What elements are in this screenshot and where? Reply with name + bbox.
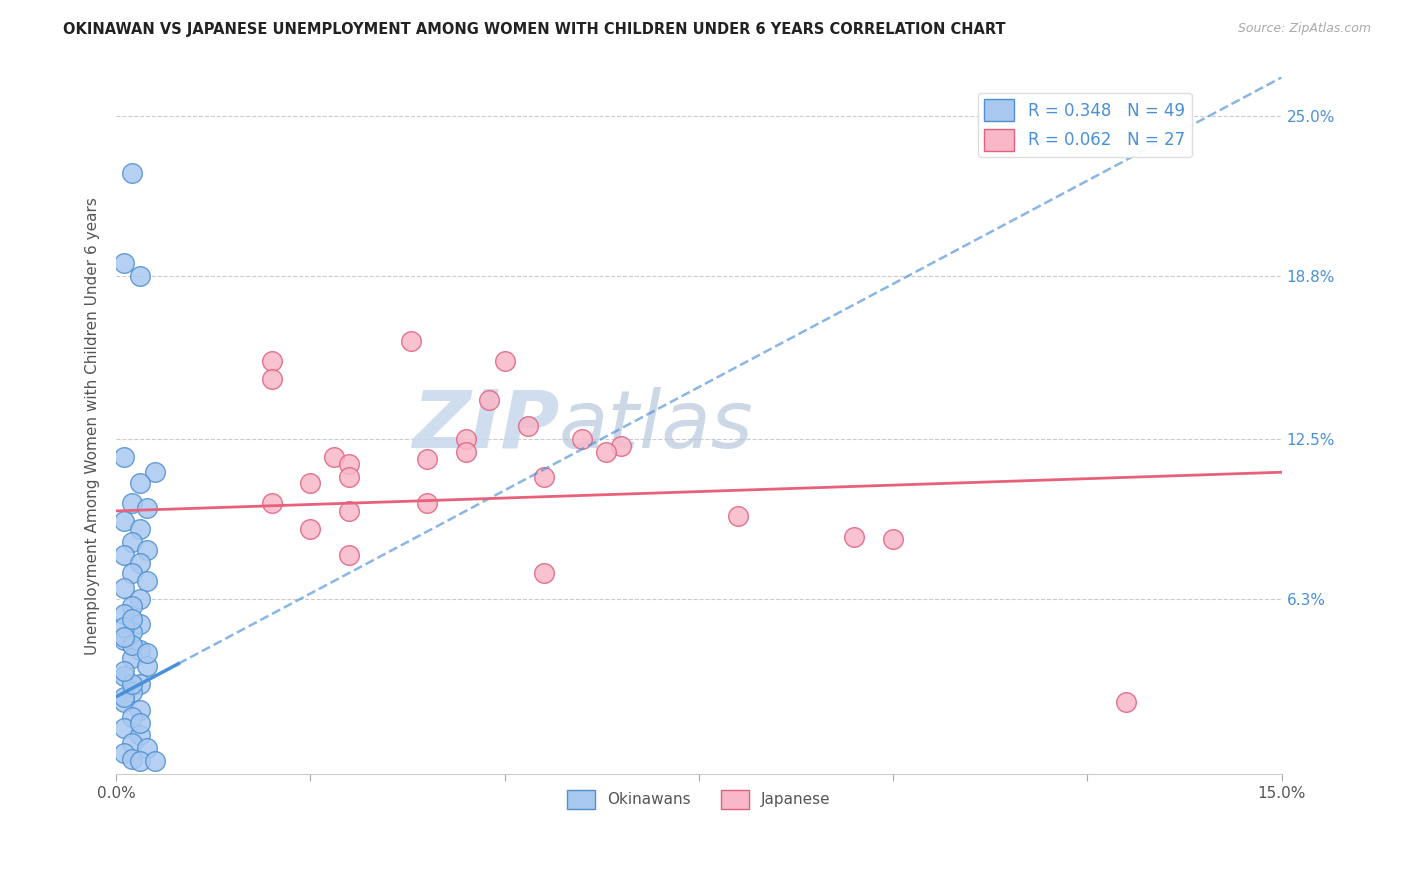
Point xyxy=(260,496,283,510)
Point xyxy=(143,465,166,479)
Point xyxy=(454,432,477,446)
Point xyxy=(478,392,501,407)
Point xyxy=(260,372,283,386)
Point xyxy=(128,728,150,742)
Point xyxy=(112,548,135,562)
Point xyxy=(112,582,135,596)
Point xyxy=(416,496,439,510)
Point xyxy=(517,418,540,433)
Point xyxy=(136,574,159,588)
Point xyxy=(610,439,633,453)
Point xyxy=(121,496,143,510)
Point xyxy=(322,450,344,464)
Point xyxy=(136,542,159,557)
Point xyxy=(128,643,150,657)
Point xyxy=(112,669,135,683)
Point xyxy=(128,475,150,490)
Point xyxy=(112,620,135,634)
Text: atlas: atlas xyxy=(560,387,754,465)
Point xyxy=(143,754,166,768)
Point xyxy=(1115,695,1137,709)
Point xyxy=(121,751,143,765)
Point xyxy=(844,530,866,544)
Point xyxy=(112,450,135,464)
Point xyxy=(454,444,477,458)
Point xyxy=(337,548,360,562)
Point xyxy=(128,715,150,730)
Point xyxy=(112,632,135,647)
Point xyxy=(112,721,135,735)
Point xyxy=(533,566,555,580)
Point xyxy=(121,736,143,750)
Point xyxy=(112,695,135,709)
Point xyxy=(112,631,135,645)
Point xyxy=(128,522,150,536)
Point xyxy=(128,677,150,691)
Legend: Okinawans, Japanese: Okinawans, Japanese xyxy=(561,783,837,815)
Point xyxy=(112,747,135,761)
Point xyxy=(571,432,593,446)
Point xyxy=(121,638,143,652)
Point xyxy=(121,535,143,549)
Point xyxy=(112,690,135,704)
Point xyxy=(121,684,143,698)
Point xyxy=(727,509,749,524)
Point xyxy=(401,334,423,348)
Point xyxy=(112,514,135,528)
Point xyxy=(128,703,150,717)
Point xyxy=(260,354,283,368)
Point xyxy=(112,256,135,270)
Point xyxy=(121,710,143,724)
Point xyxy=(128,269,150,284)
Text: ZIP: ZIP xyxy=(412,387,560,465)
Point xyxy=(533,470,555,484)
Point xyxy=(121,166,143,180)
Point xyxy=(112,607,135,621)
Point xyxy=(128,591,150,606)
Point xyxy=(121,612,143,626)
Point xyxy=(337,470,360,484)
Point xyxy=(121,566,143,580)
Text: Source: ZipAtlas.com: Source: ZipAtlas.com xyxy=(1237,22,1371,36)
Point xyxy=(595,444,617,458)
Point xyxy=(112,664,135,678)
Point xyxy=(882,533,904,547)
Point xyxy=(128,556,150,570)
Point xyxy=(136,501,159,516)
Point xyxy=(121,651,143,665)
Point xyxy=(337,504,360,518)
Point xyxy=(299,475,322,490)
Point xyxy=(121,625,143,640)
Point xyxy=(494,354,516,368)
Point xyxy=(299,522,322,536)
Point xyxy=(136,741,159,756)
Point xyxy=(121,677,143,691)
Y-axis label: Unemployment Among Women with Children Under 6 years: Unemployment Among Women with Children U… xyxy=(86,197,100,655)
Point xyxy=(337,458,360,472)
Point xyxy=(136,658,159,673)
Point xyxy=(416,452,439,467)
Point xyxy=(136,646,159,660)
Point xyxy=(121,599,143,614)
Point xyxy=(128,754,150,768)
Text: OKINAWAN VS JAPANESE UNEMPLOYMENT AMONG WOMEN WITH CHILDREN UNDER 6 YEARS CORREL: OKINAWAN VS JAPANESE UNEMPLOYMENT AMONG … xyxy=(63,22,1005,37)
Point xyxy=(128,617,150,632)
